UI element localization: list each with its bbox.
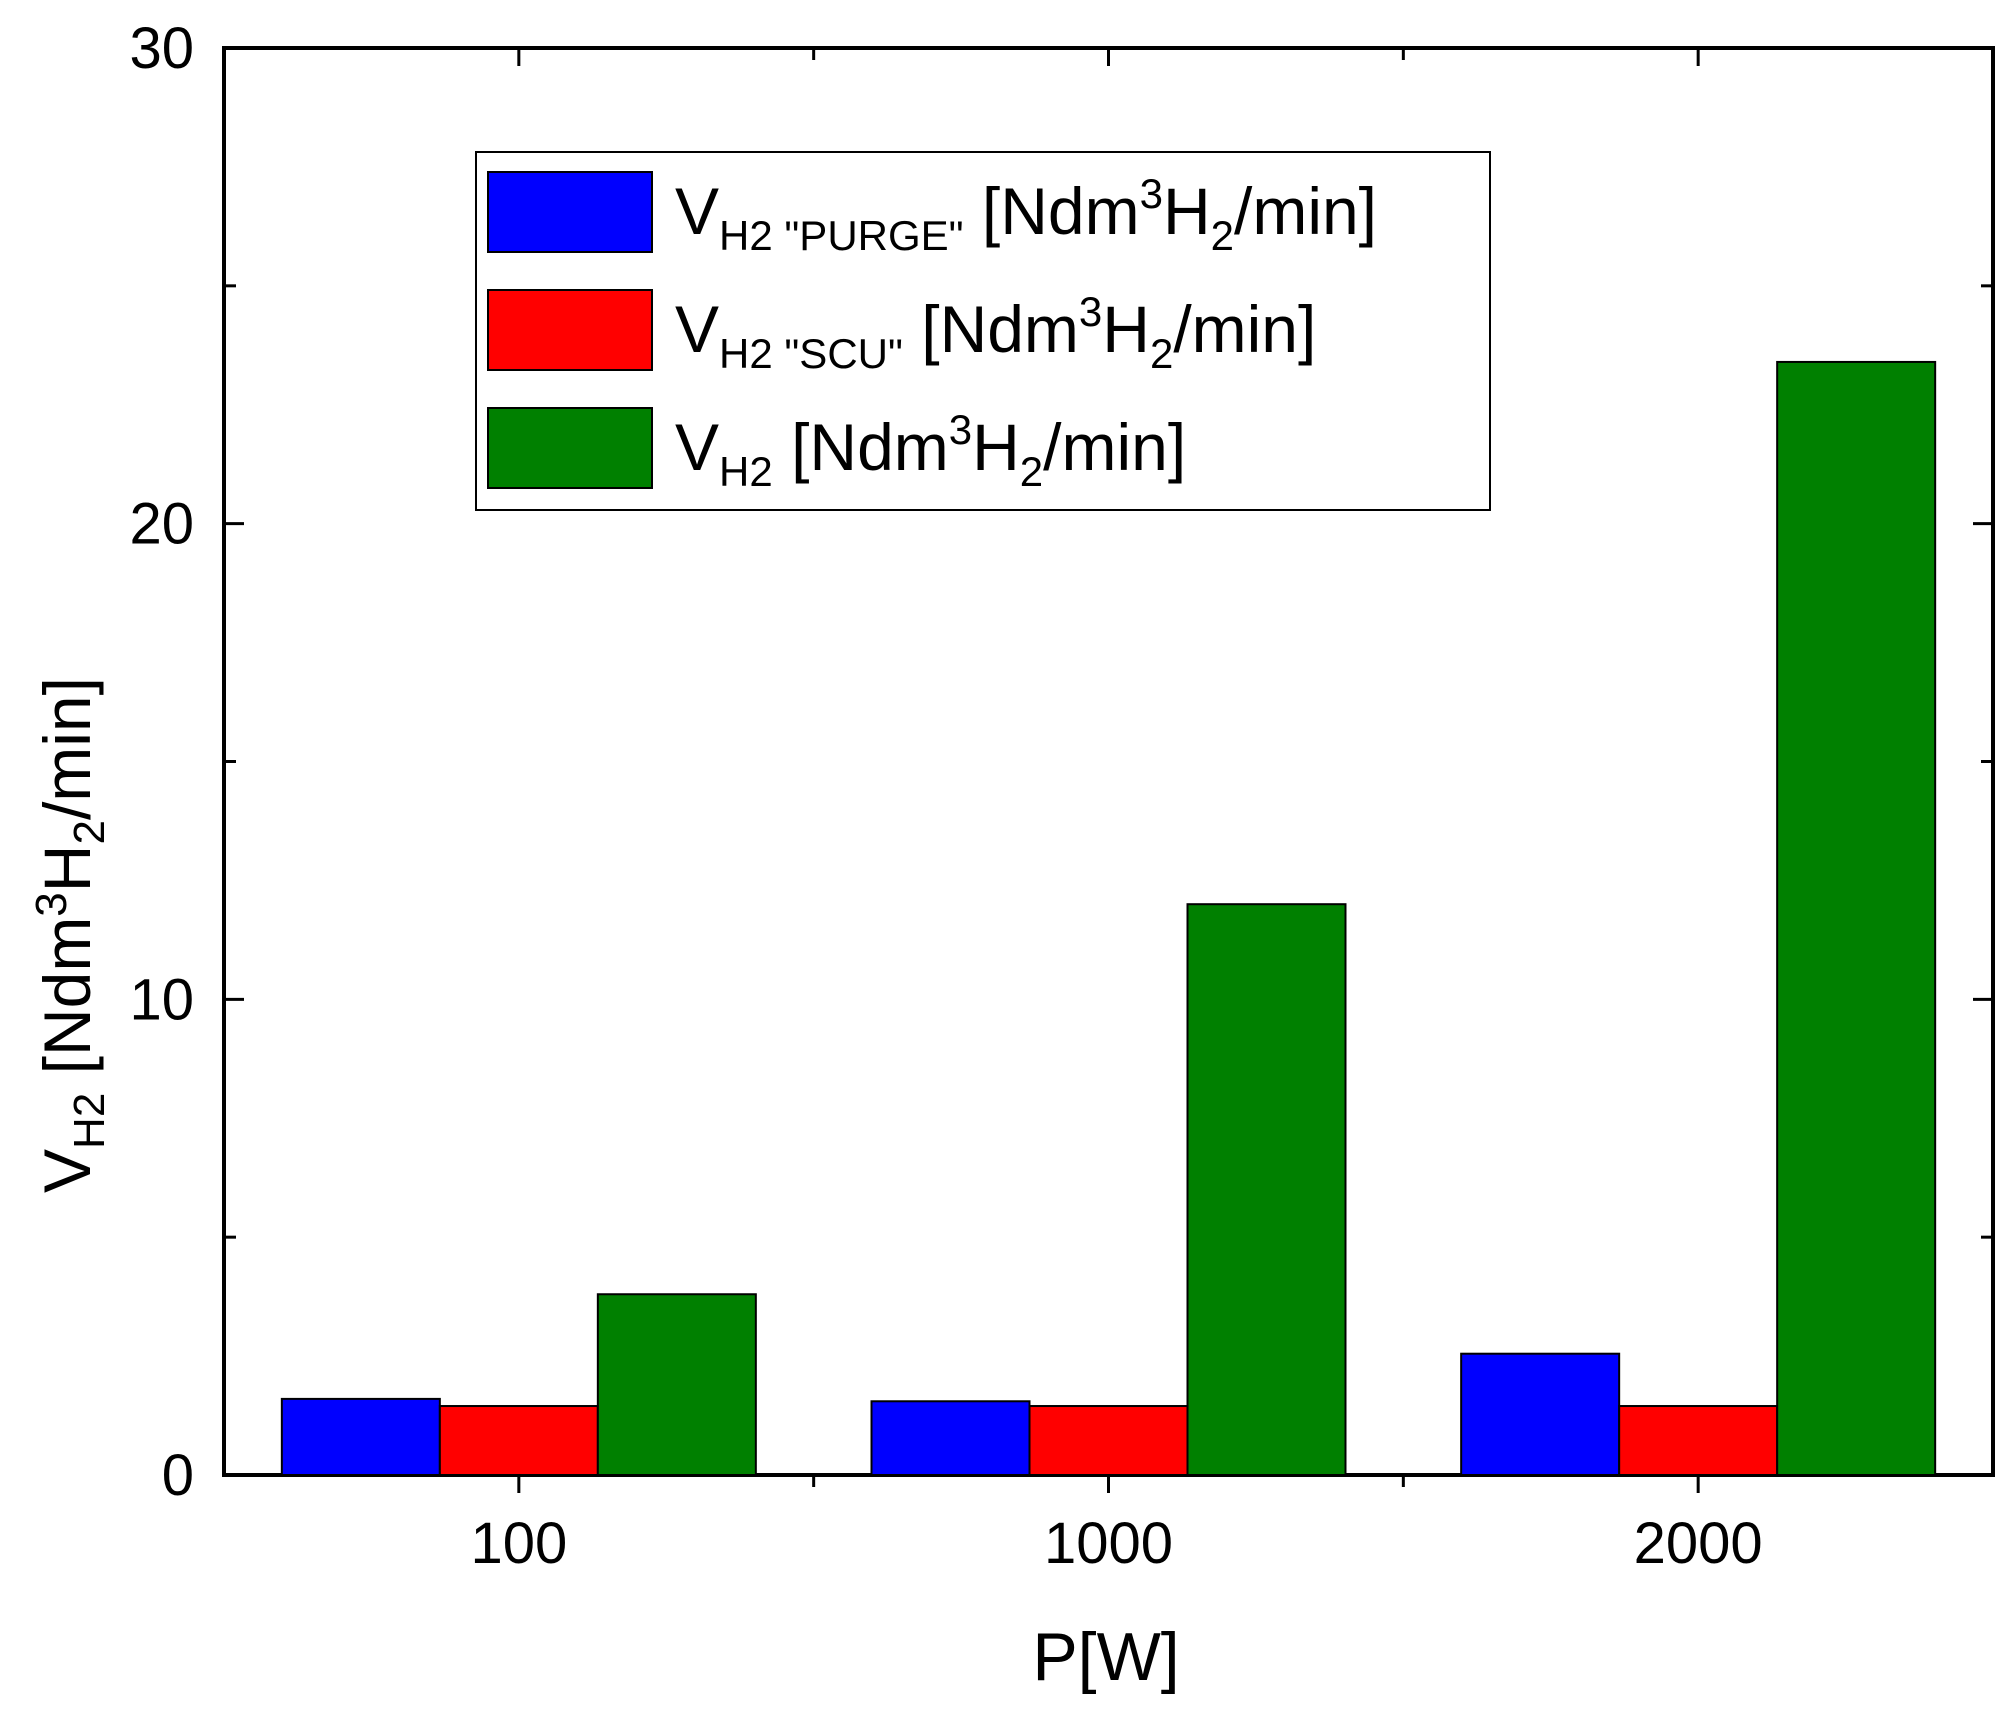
legend-swatch: [487, 407, 653, 489]
bar: [1028, 1405, 1189, 1476]
y-axis-label-unit-b: H: [30, 845, 104, 893]
legend-swatch: [487, 171, 653, 253]
legend-label: VH2 [Ndm3H2/min]: [675, 406, 1186, 495]
y-axis-label-unit-a: [Ndm: [30, 917, 104, 1093]
bar: [438, 1405, 599, 1476]
y-tick-label: 20: [129, 492, 194, 557]
y-axis-label: VH2 [Ndm3H2/min]: [27, 677, 114, 1193]
y-axis-label-sup: 3: [27, 892, 76, 916]
bar: [280, 1397, 441, 1476]
legend-label: VH2 "PURGE" [Ndm3H2/min]: [675, 170, 1377, 259]
legend-swatch: [487, 289, 653, 371]
y-tick-label: 30: [129, 16, 194, 81]
tick-labels: 100 1000 2000 0 10 20 30: [129, 16, 1762, 1576]
bars: [280, 360, 1937, 1477]
x-tick-label: 1000: [1044, 1511, 1173, 1576]
y-tick-label: 0: [162, 1443, 194, 1508]
bar: [1186, 903, 1347, 1476]
legend-label: VH2 "SCU" [Ndm3H2/min]: [675, 288, 1316, 377]
y-axis-label-sub2: 2: [65, 820, 114, 844]
bar: [1460, 1352, 1621, 1476]
legend: VH2 "PURGE" [Ndm3H2/min] VH2 "SCU" [Ndm3H…: [475, 151, 1491, 511]
bar: [870, 1400, 1031, 1476]
bar: [1618, 1405, 1779, 1476]
y-axis-label-main: V: [30, 1149, 104, 1193]
x-axis-label: P[W]: [1032, 1619, 1179, 1695]
y-axis-label-unit-c: /min]: [30, 677, 104, 820]
y-axis-label-sub: H2: [65, 1093, 114, 1149]
bar: [596, 1293, 757, 1477]
x-tick-label: 2000: [1634, 1511, 1763, 1576]
y-tick-label: 10: [129, 967, 194, 1032]
bar: [1776, 360, 1937, 1477]
x-tick-label: 100: [470, 1511, 567, 1576]
